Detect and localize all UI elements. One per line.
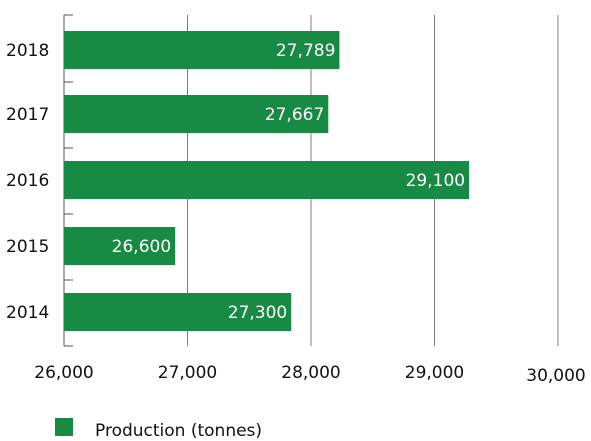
- bar-value-label: 27,789: [276, 41, 335, 61]
- category-label: 2015: [6, 237, 49, 257]
- category-label: 2016: [6, 171, 49, 191]
- bar-value-label: 26,600: [112, 237, 171, 257]
- x-tick-labels: 26,000 27,000 28,000 29,000 30,000: [34, 363, 585, 386]
- bar: [64, 161, 470, 199]
- category-label: 2017: [6, 105, 49, 125]
- legend-label: Production (tonnes): [95, 421, 262, 441]
- bar-value-label: 27,300: [228, 303, 287, 323]
- bar-value-label: 29,100: [406, 171, 465, 191]
- bar: [64, 95, 329, 133]
- x-tick-label: 29,000: [405, 363, 464, 383]
- x-tick-label: 26,000: [34, 363, 93, 383]
- bar: [64, 31, 340, 69]
- legend-swatch: [55, 418, 73, 436]
- bar: [64, 293, 292, 331]
- x-tick-label: 27,000: [158, 363, 217, 383]
- x-tick-label: 28,000: [281, 363, 340, 383]
- category-label: 2014: [6, 303, 49, 323]
- bar: [64, 227, 176, 265]
- category-labels: 2018 2017 2016 2015 2014: [6, 41, 49, 323]
- x-tick-label: 30,000: [526, 366, 585, 386]
- category-label: 2018: [6, 41, 49, 61]
- bar-value-label: 27,667: [265, 105, 324, 125]
- legend: Production (tonnes): [55, 418, 262, 441]
- bars: 27,789 27,667 29,100 26,600 27,300: [64, 31, 470, 331]
